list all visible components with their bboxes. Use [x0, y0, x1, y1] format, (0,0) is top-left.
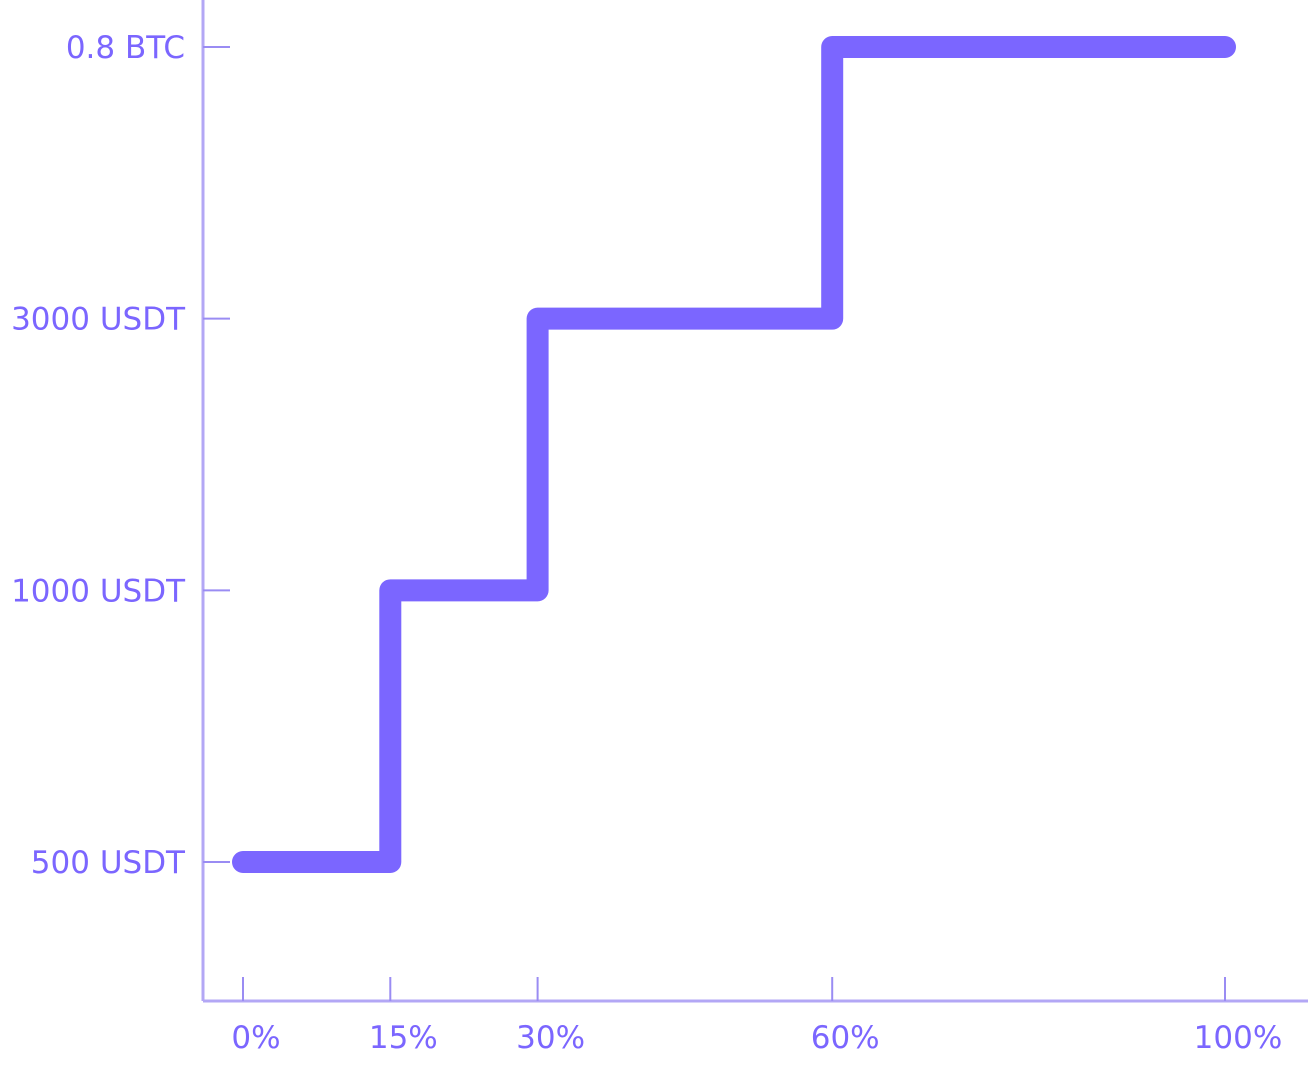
- x-tick-label: 100%: [1194, 1020, 1283, 1056]
- y-tick-label: 1000 USDT: [11, 573, 186, 609]
- y-tick-label: 500 USDT: [31, 845, 186, 881]
- x-tick-label: 0%: [231, 1020, 280, 1056]
- ticks: 500 USDT 1000 USDT 3000 USDT 0.8 BTC 0% 15% 30…: [11, 30, 1282, 1056]
- x-tick-label: 15%: [369, 1020, 438, 1056]
- axes: [201, 0, 1308, 1003]
- series: [232, 36, 1236, 873]
- series-step-line: [232, 36, 1236, 873]
- x-tick-label: 60%: [811, 1020, 880, 1056]
- y-tick-label: 0.8 BTC: [66, 30, 185, 66]
- y-tick-label: 3000 USDT: [11, 302, 186, 338]
- x-tick-label: 30%: [516, 1020, 585, 1056]
